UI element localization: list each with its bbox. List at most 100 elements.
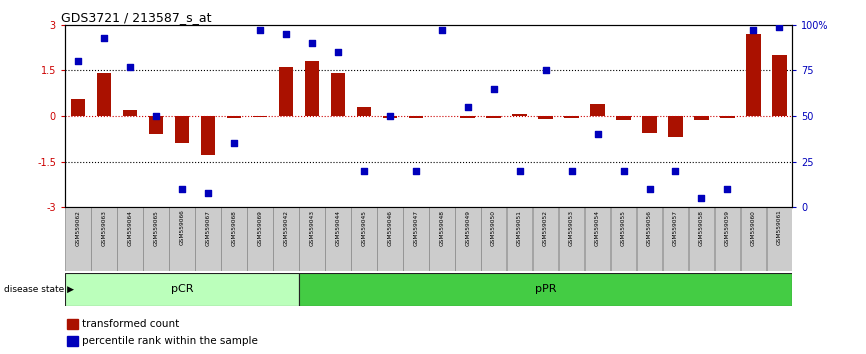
Bar bbox=[559, 207, 585, 271]
Point bbox=[97, 35, 111, 40]
Bar bbox=[481, 207, 507, 271]
Text: GSM559063: GSM559063 bbox=[101, 210, 107, 246]
Point bbox=[539, 68, 553, 73]
Bar bbox=[513, 114, 527, 116]
Bar bbox=[97, 73, 111, 116]
Text: GSM559047: GSM559047 bbox=[413, 210, 418, 246]
Bar bbox=[65, 207, 91, 271]
Text: GDS3721 / 213587_s_at: GDS3721 / 213587_s_at bbox=[61, 11, 212, 24]
Bar bbox=[611, 207, 637, 271]
Point bbox=[123, 64, 137, 69]
Point bbox=[201, 190, 215, 195]
Point bbox=[669, 168, 682, 173]
Point bbox=[305, 40, 319, 46]
Bar bbox=[429, 207, 455, 271]
Bar bbox=[772, 55, 786, 116]
Text: GSM559060: GSM559060 bbox=[751, 210, 756, 246]
Bar bbox=[377, 207, 403, 271]
Text: percentile rank within the sample: percentile rank within the sample bbox=[82, 336, 258, 346]
Bar bbox=[740, 207, 766, 271]
Bar bbox=[617, 116, 630, 120]
Bar bbox=[68, 336, 78, 346]
Point bbox=[513, 168, 527, 173]
Bar bbox=[305, 61, 319, 116]
Text: GSM559064: GSM559064 bbox=[127, 210, 132, 246]
Bar bbox=[71, 99, 85, 116]
Bar bbox=[169, 207, 195, 271]
Text: GSM559043: GSM559043 bbox=[309, 210, 314, 246]
Bar bbox=[688, 207, 714, 271]
Bar bbox=[299, 273, 792, 306]
Bar bbox=[273, 207, 299, 271]
Bar bbox=[221, 207, 247, 271]
Point bbox=[227, 141, 241, 146]
Bar bbox=[565, 116, 578, 118]
Bar bbox=[695, 116, 708, 120]
Bar bbox=[669, 116, 682, 137]
Text: GSM559044: GSM559044 bbox=[335, 210, 340, 246]
Text: GSM559068: GSM559068 bbox=[231, 210, 236, 246]
Text: GSM559066: GSM559066 bbox=[179, 210, 184, 245]
Text: GSM559061: GSM559061 bbox=[777, 210, 782, 245]
Text: GSM559049: GSM559049 bbox=[465, 210, 470, 246]
Bar bbox=[331, 73, 345, 116]
Bar bbox=[117, 207, 143, 271]
Text: pCR: pCR bbox=[171, 284, 193, 295]
Text: GSM559042: GSM559042 bbox=[283, 210, 288, 246]
Bar bbox=[91, 207, 117, 271]
Point bbox=[383, 113, 397, 119]
Bar bbox=[247, 207, 273, 271]
Bar bbox=[539, 116, 553, 119]
Bar bbox=[68, 319, 78, 329]
Bar bbox=[123, 110, 137, 116]
Point bbox=[331, 49, 345, 55]
Bar bbox=[325, 207, 351, 271]
Point bbox=[409, 168, 423, 173]
Text: GSM559051: GSM559051 bbox=[517, 210, 522, 246]
Bar bbox=[643, 116, 656, 133]
Text: GSM559062: GSM559062 bbox=[75, 210, 81, 246]
Text: pPR: pPR bbox=[535, 284, 556, 295]
Text: GSM559053: GSM559053 bbox=[569, 210, 574, 246]
Bar bbox=[766, 207, 792, 271]
Text: GSM559048: GSM559048 bbox=[439, 210, 444, 246]
Text: GSM559069: GSM559069 bbox=[257, 210, 262, 246]
Bar bbox=[253, 116, 267, 118]
Text: GSM559052: GSM559052 bbox=[543, 210, 548, 246]
Bar bbox=[195, 207, 221, 271]
Point bbox=[617, 168, 630, 173]
Bar bbox=[591, 104, 604, 116]
Point bbox=[357, 168, 371, 173]
Text: GSM559057: GSM559057 bbox=[673, 210, 678, 246]
Bar bbox=[175, 116, 189, 143]
Point bbox=[591, 131, 604, 137]
Point bbox=[487, 86, 501, 91]
Text: GSM559055: GSM559055 bbox=[621, 210, 626, 246]
Text: GSM559046: GSM559046 bbox=[387, 210, 392, 246]
Point bbox=[149, 113, 163, 119]
Bar bbox=[714, 207, 740, 271]
Text: transformed count: transformed count bbox=[82, 319, 179, 329]
Point bbox=[772, 24, 786, 29]
Bar bbox=[149, 116, 163, 134]
Bar bbox=[227, 116, 241, 118]
Bar bbox=[662, 207, 688, 271]
Point bbox=[746, 27, 760, 33]
Text: GSM559054: GSM559054 bbox=[595, 210, 600, 246]
Bar bbox=[533, 207, 559, 271]
Point bbox=[279, 31, 293, 37]
Bar bbox=[143, 207, 169, 271]
Text: GSM559045: GSM559045 bbox=[361, 210, 366, 246]
Point bbox=[695, 195, 708, 201]
Bar bbox=[351, 207, 377, 271]
Point bbox=[643, 186, 656, 192]
Bar bbox=[746, 34, 760, 116]
Bar bbox=[455, 207, 481, 271]
Bar bbox=[65, 273, 299, 306]
Bar bbox=[637, 207, 662, 271]
Text: GSM559067: GSM559067 bbox=[205, 210, 210, 246]
Bar bbox=[201, 116, 215, 155]
Text: GSM559059: GSM559059 bbox=[725, 210, 730, 246]
Bar bbox=[461, 116, 475, 118]
Bar bbox=[299, 207, 325, 271]
